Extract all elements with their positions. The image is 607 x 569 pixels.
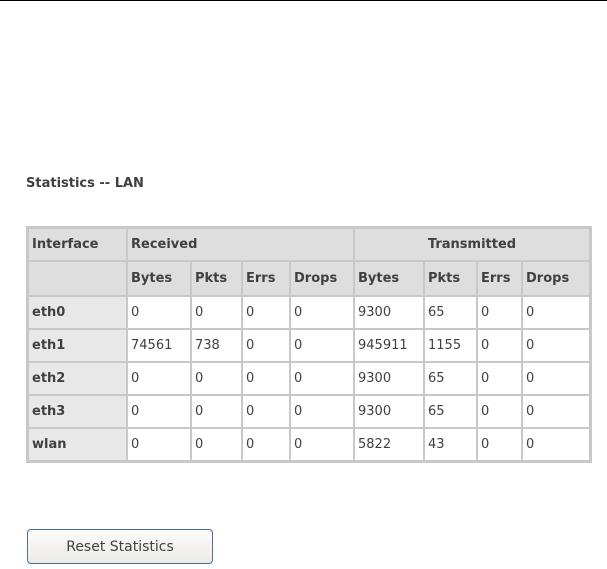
stat-cell: 0 xyxy=(191,428,242,461)
subheader-errs: Errs xyxy=(242,261,290,296)
table-row: eth3 0 0 0 0 9300 65 0 0 xyxy=(28,395,590,428)
stat-cell: 1155 xyxy=(424,329,477,362)
top-divider xyxy=(0,0,607,1)
subheader-drops: Drops xyxy=(522,261,590,296)
interface-name: wlan xyxy=(28,428,127,461)
stat-cell: 65 xyxy=(424,296,477,329)
page-title: Statistics -- LAN xyxy=(26,176,144,191)
subheader-errs: Errs xyxy=(477,261,522,296)
stat-cell: 0 xyxy=(477,395,522,428)
stat-cell: 0 xyxy=(477,296,522,329)
interface-name: eth0 xyxy=(28,296,127,329)
stat-cell: 0 xyxy=(290,362,354,395)
stat-cell: 0 xyxy=(127,428,191,461)
stat-cell: 0 xyxy=(127,362,191,395)
table-row: wlan 0 0 0 0 5822 43 0 0 xyxy=(28,428,590,461)
interface-name: eth1 xyxy=(28,329,127,362)
stat-cell: 5822 xyxy=(354,428,424,461)
stat-cell: 0 xyxy=(242,296,290,329)
stat-cell: 0 xyxy=(522,329,590,362)
stat-cell: 0 xyxy=(477,329,522,362)
stat-cell: 43 xyxy=(424,428,477,461)
stat-cell: 0 xyxy=(522,428,590,461)
stat-cell: 0 xyxy=(127,395,191,428)
table-row: eth0 0 0 0 0 9300 65 0 0 xyxy=(28,296,590,329)
table-row: eth2 0 0 0 0 9300 65 0 0 xyxy=(28,362,590,395)
stat-cell: 0 xyxy=(127,296,191,329)
stat-cell: 74561 xyxy=(127,329,191,362)
subheader-row: Bytes Pkts Errs Drops Bytes Pkts Errs Drops xyxy=(28,261,590,296)
stat-cell: 0 xyxy=(290,428,354,461)
stat-cell: 0 xyxy=(242,329,290,362)
stat-cell: 0 xyxy=(290,395,354,428)
subheader-bytes: Bytes xyxy=(127,261,191,296)
stat-cell: 9300 xyxy=(354,296,424,329)
lan-statistics-table: Interface Received Transmitted Bytes Pkts… xyxy=(26,226,592,463)
reset-statistics-button[interactable]: Reset Statistics xyxy=(27,529,213,564)
subheader-bytes: Bytes xyxy=(354,261,424,296)
stat-cell: 0 xyxy=(242,362,290,395)
stat-cell: 0 xyxy=(242,395,290,428)
subheader-drops: Drops xyxy=(290,261,354,296)
subheader-pkts: Pkts xyxy=(424,261,477,296)
stat-cell: 0 xyxy=(191,362,242,395)
stat-cell: 0 xyxy=(522,362,590,395)
stat-cell: 0 xyxy=(477,362,522,395)
header-interface: Interface xyxy=(28,228,127,261)
header-blank xyxy=(28,261,127,296)
stat-cell: 9300 xyxy=(354,395,424,428)
header-received: Received xyxy=(127,228,354,261)
stat-cell: 0 xyxy=(522,395,590,428)
header-transmitted: Transmitted xyxy=(354,228,590,261)
stat-cell: 0 xyxy=(290,296,354,329)
stat-cell: 0 xyxy=(242,428,290,461)
stat-cell: 0 xyxy=(290,329,354,362)
table-row: eth1 74561 738 0 0 945911 1155 0 0 xyxy=(28,329,590,362)
stat-cell: 65 xyxy=(424,395,477,428)
interface-name: eth2 xyxy=(28,362,127,395)
stat-cell: 65 xyxy=(424,362,477,395)
stat-cell: 0 xyxy=(522,296,590,329)
stat-cell: 0 xyxy=(191,395,242,428)
stat-cell: 0 xyxy=(191,296,242,329)
stat-cell: 9300 xyxy=(354,362,424,395)
stat-cell: 945911 xyxy=(354,329,424,362)
interface-name: eth3 xyxy=(28,395,127,428)
stat-cell: 738 xyxy=(191,329,242,362)
header-row: Interface Received Transmitted xyxy=(28,228,590,261)
stat-cell: 0 xyxy=(477,428,522,461)
subheader-pkts: Pkts xyxy=(191,261,242,296)
